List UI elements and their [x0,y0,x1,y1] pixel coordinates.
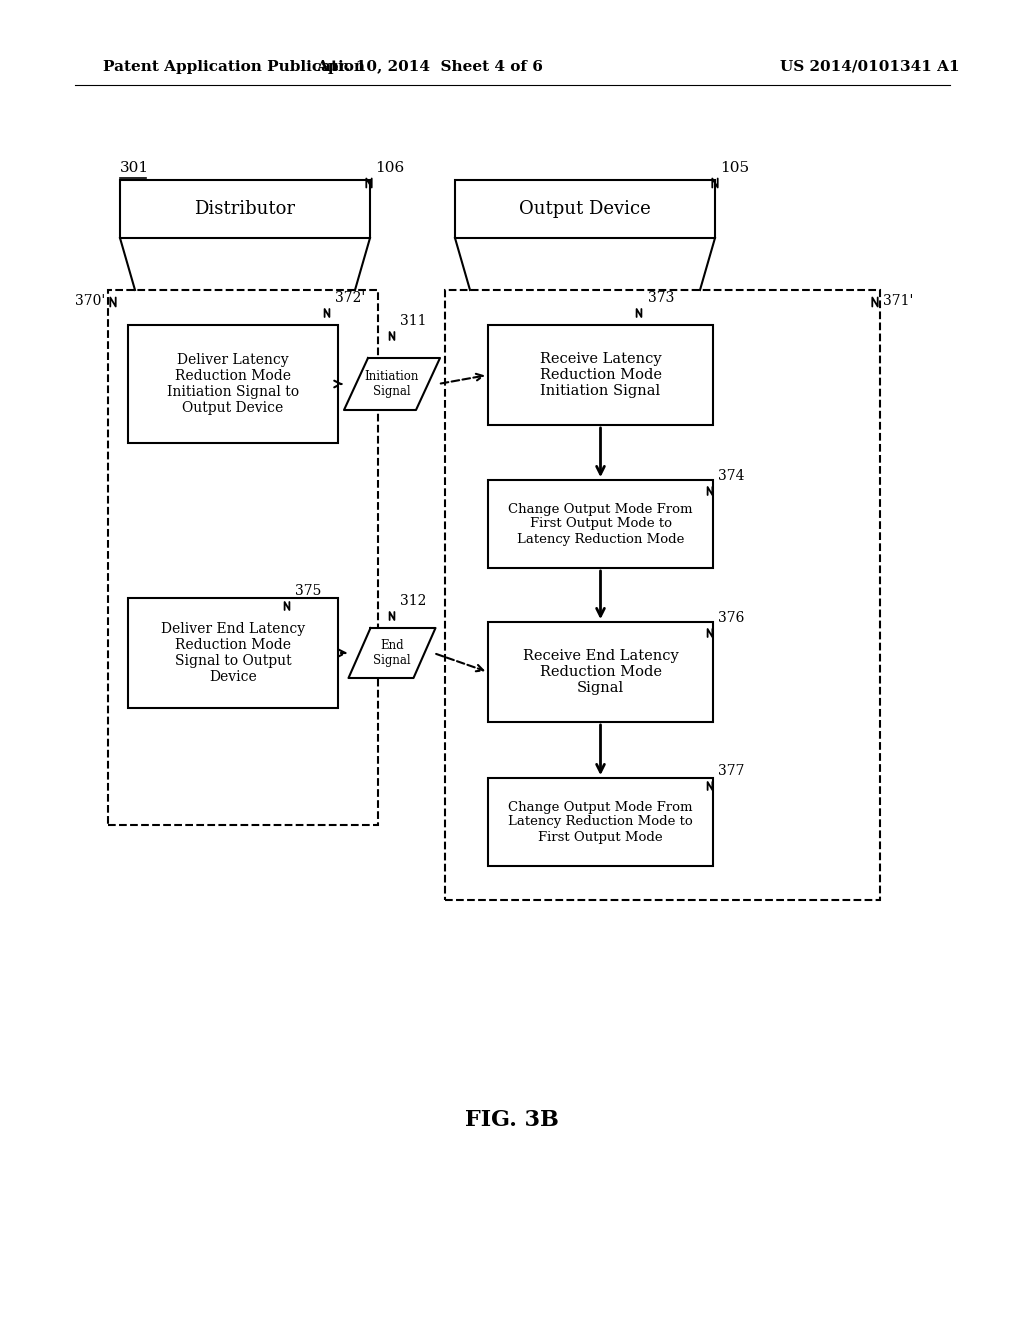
Text: End
Signal: End Signal [373,639,411,667]
Text: Change Output Mode From
First Output Mode to
Latency Reduction Mode: Change Output Mode From First Output Mod… [508,503,693,545]
Text: 374: 374 [718,469,744,483]
Polygon shape [348,628,435,678]
Bar [128,325,338,444]
Bar [445,290,880,900]
Text: 301: 301 [120,161,150,176]
Bar [488,325,713,425]
Bar [488,777,713,866]
Text: 371': 371' [883,294,913,308]
Text: Patent Application Publication: Patent Application Publication [103,59,365,74]
Text: Change Output Mode From
Latency Reduction Mode to
First Output Mode: Change Output Mode From Latency Reductio… [508,800,693,843]
Text: Receive End Latency
Reduction Mode
Signal: Receive End Latency Reduction Mode Signa… [522,649,678,696]
Text: Deliver End Latency
Reduction Mode
Signal to Output
Device: Deliver End Latency Reduction Mode Signa… [161,622,305,684]
Text: Apr. 10, 2014  Sheet 4 of 6: Apr. 10, 2014 Sheet 4 of 6 [316,59,544,74]
Bar [455,180,715,238]
Text: 373: 373 [648,290,675,305]
Text: 375: 375 [295,583,322,598]
Text: 370': 370' [75,294,105,308]
Bar [488,622,713,722]
Bar [120,180,370,238]
Text: Deliver Latency
Reduction Mode
Initiation Signal to
Output Device: Deliver Latency Reduction Mode Initiatio… [167,352,299,416]
Text: US 2014/0101341 A1: US 2014/0101341 A1 [780,59,959,74]
Text: FIG. 3B: FIG. 3B [465,1109,559,1131]
Bar [488,480,713,568]
Text: Output Device: Output Device [519,201,651,218]
Text: 105: 105 [720,161,750,176]
Text: 372': 372' [335,290,366,305]
Text: 376: 376 [718,611,744,624]
Text: Initiation
Signal: Initiation Signal [365,370,419,399]
Polygon shape [344,358,440,411]
Text: Receive Latency
Reduction Mode
Initiation Signal: Receive Latency Reduction Mode Initiatio… [540,352,662,399]
Text: Distributor: Distributor [195,201,296,218]
Bar [108,290,378,825]
Bar [128,598,338,708]
Text: 312: 312 [400,594,426,609]
Text: 106: 106 [375,161,404,176]
Text: 311: 311 [400,314,427,327]
Text: 377: 377 [718,764,744,777]
